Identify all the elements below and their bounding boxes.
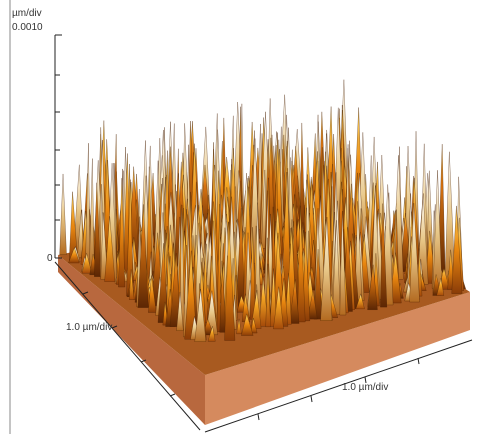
spike — [207, 326, 216, 342]
spike — [194, 289, 207, 342]
block-left-face — [58, 255, 205, 425]
spike — [265, 263, 271, 327]
spike — [81, 253, 93, 274]
spike — [129, 269, 135, 300]
spike — [241, 313, 254, 336]
spike — [219, 267, 226, 333]
spike — [380, 203, 388, 308]
spike — [59, 173, 67, 255]
spike — [339, 210, 347, 316]
spike — [313, 249, 323, 320]
spike — [89, 158, 95, 269]
spike — [68, 247, 80, 264]
spike — [77, 210, 84, 258]
spike — [137, 204, 149, 308]
spike — [297, 205, 306, 323]
z-axis — [54, 34, 62, 259]
spike — [269, 268, 277, 327]
spike — [320, 217, 333, 321]
spike — [409, 203, 420, 303]
block-front-face — [205, 292, 470, 425]
spike — [94, 182, 101, 277]
spike — [169, 253, 181, 327]
spike — [289, 279, 300, 324]
spike — [250, 317, 258, 334]
spike — [236, 318, 242, 334]
z-top-label: 0.0010 — [12, 22, 43, 33]
spike — [307, 290, 318, 320]
spike — [273, 286, 284, 330]
z-unit: µm/div — [12, 8, 42, 19]
spike — [224, 221, 236, 341]
left-axis-label: 1.0 µm/div — [66, 322, 112, 333]
horizontal-axes — [54, 261, 473, 433]
z-bottom-label: 0 — [47, 253, 53, 264]
spike — [176, 292, 184, 331]
front-axis-label: 1.0 µm/div — [342, 382, 388, 393]
spike — [118, 178, 126, 288]
surface — [59, 79, 466, 342]
spike — [367, 264, 378, 310]
spike — [148, 275, 157, 313]
spike — [104, 216, 116, 282]
spike — [216, 204, 222, 332]
spike — [451, 205, 463, 294]
spike — [436, 278, 445, 296]
spike — [355, 293, 365, 310]
